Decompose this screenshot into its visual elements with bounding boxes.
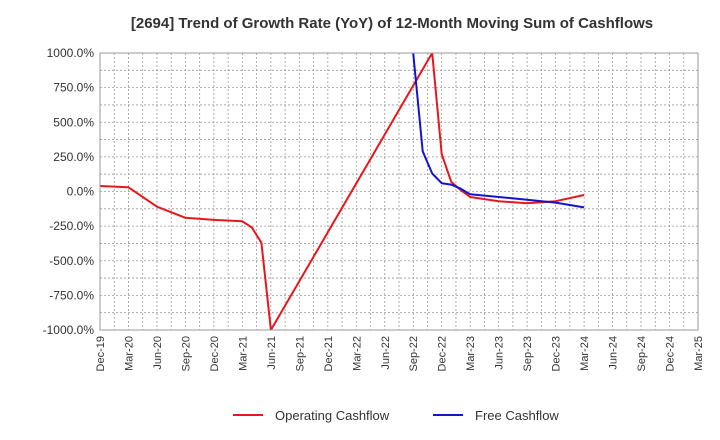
x-tick-label: Mar-25 — [693, 336, 705, 371]
x-tick-label: Jun-21 — [266, 336, 278, 370]
legend-label: Free Cashflow — [475, 408, 559, 423]
x-tick-label: Dec-21 — [323, 336, 335, 371]
x-tick-label: Sep-21 — [294, 336, 306, 371]
y-tick-label: -1000.0% — [43, 323, 95, 337]
x-tick-label: Sep-23 — [522, 336, 534, 371]
y-tick-label: -750.0% — [49, 288, 94, 302]
y-tick-label: 0.0% — [67, 185, 95, 199]
x-tick-label: Sep-20 — [180, 336, 192, 371]
y-tick-label: 750.0% — [53, 81, 94, 95]
x-tick-label: Mar-22 — [351, 336, 363, 371]
y-tick-label: -250.0% — [49, 219, 94, 233]
legend-label: Operating Cashflow — [275, 408, 390, 423]
y-axis: 1000.0% 750.0% 500.0% 250.0% 0.0% -250.0% -500… — [43, 46, 95, 337]
x-tick-label: Dec-19 — [95, 336, 107, 371]
chart-title: [2694] Trend of Growth Rate (YoY) of 12-… — [131, 15, 653, 32]
y-tick-label: 1000.0% — [47, 46, 95, 60]
series-line-free-cashflow — [412, 53, 585, 209]
x-tick-label: Mar-24 — [579, 336, 591, 371]
x-tick-label: Dec-24 — [665, 336, 677, 371]
grid — [99, 52, 699, 331]
series-line-operating-cashflow — [100, 53, 585, 330]
x-tick-label: Jun-24 — [608, 336, 620, 370]
y-tick-label: 500.0% — [53, 115, 94, 129]
y-tick-label: 250.0% — [53, 150, 94, 164]
x-tick-label: Mar-23 — [465, 336, 477, 371]
x-tick-label: Sep-22 — [408, 336, 420, 371]
x-tick-label: Jun-23 — [494, 336, 506, 370]
x-tick-label: Mar-21 — [237, 336, 249, 371]
x-tick-label: Dec-20 — [209, 336, 221, 371]
x-tick-label: Dec-23 — [551, 336, 563, 371]
x-tick-label: Mar-20 — [123, 336, 135, 371]
series-layer — [100, 53, 585, 330]
y-tick-label: -500.0% — [49, 254, 94, 268]
plot-frame — [99, 52, 699, 331]
x-tick-label: Jun-20 — [152, 336, 164, 370]
x-tick-label: Sep-24 — [636, 336, 648, 371]
x-tick-label: Jun-22 — [380, 336, 392, 370]
legend: Operating Cashflow Free Cashflow — [233, 408, 559, 423]
x-tick-label: Dec-22 — [437, 336, 449, 371]
x-axis: Dec-19 Mar-20 Jun-20 Sep-20 Dec-20 Mar-21 Jun-… — [95, 336, 705, 371]
